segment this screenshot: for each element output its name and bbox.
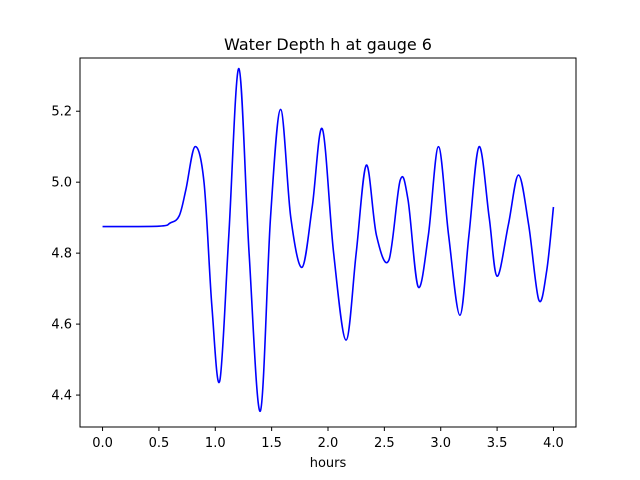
- plot-area-frame: [79, 57, 577, 428]
- y-tick-label: 4.4: [51, 389, 72, 404]
- x-tick-label: 1.5: [261, 436, 282, 451]
- x-axis-label: hours: [310, 456, 347, 471]
- x-tick-label: 4.0: [543, 436, 564, 451]
- water-depth-series-line: [102, 67, 555, 412]
- x-tick-label: 3.5: [487, 436, 508, 451]
- y-tick-label: 4.6: [51, 318, 72, 333]
- x-tick-label: 2.5: [374, 436, 395, 451]
- y-tick-label: 4.8: [51, 247, 72, 262]
- x-tick-label: 0.5: [149, 436, 170, 451]
- y-tick-label: 5.2: [51, 105, 72, 120]
- y-tick-label: 5.0: [51, 176, 72, 191]
- x-tick-label: 0.0: [92, 436, 113, 451]
- x-tick-label: 3.0: [430, 436, 451, 451]
- x-tick-label: 1.0: [205, 436, 226, 451]
- chart-title: Water Depth h at gauge 6: [224, 35, 432, 54]
- x-tick-label: 2.0: [318, 436, 339, 451]
- x-axis: 0.0 0.5 1.0 1.5 2.0 2.5 3.0 3.5 4.0: [92, 427, 564, 451]
- y-axis: 4.4 4.6 4.8 5.0 5.2: [51, 105, 80, 404]
